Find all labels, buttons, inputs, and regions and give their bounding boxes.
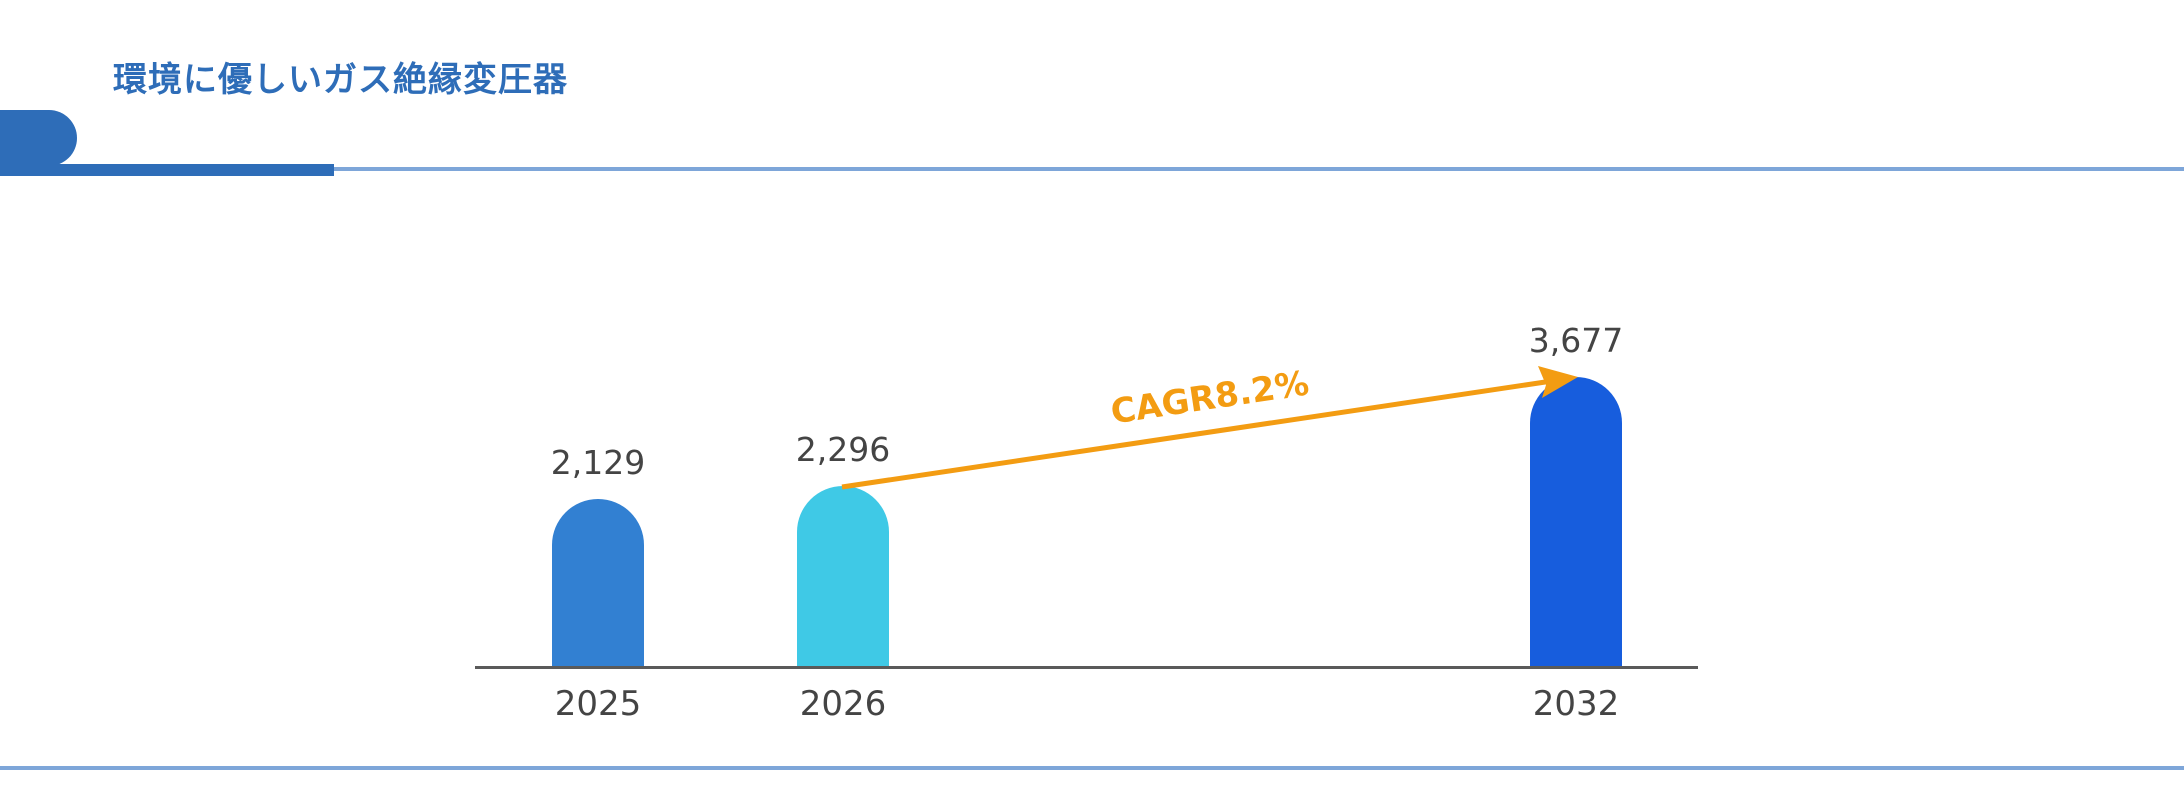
footer-divider [0,766,2184,770]
x-axis-line [475,666,1698,669]
x-tick-2032: 2032 [1532,684,1620,724]
bar-2026 [797,486,889,667]
header-underline-thick [0,164,334,176]
header-divider [334,167,2184,171]
bar-2025 [552,499,644,667]
value-label-2032: 3,677 [1528,321,1624,360]
value-label-2025: 2,129 [550,443,646,482]
x-tick-2026: 2026 [799,684,887,724]
bar-2032 [1530,377,1622,667]
value-label-2026: 2,296 [795,430,891,469]
page-title: 環境に優しいガス絶縁変圧器 [113,60,568,100]
x-tick-2025: 2025 [554,684,642,724]
header-tab-decoration [0,110,77,166]
